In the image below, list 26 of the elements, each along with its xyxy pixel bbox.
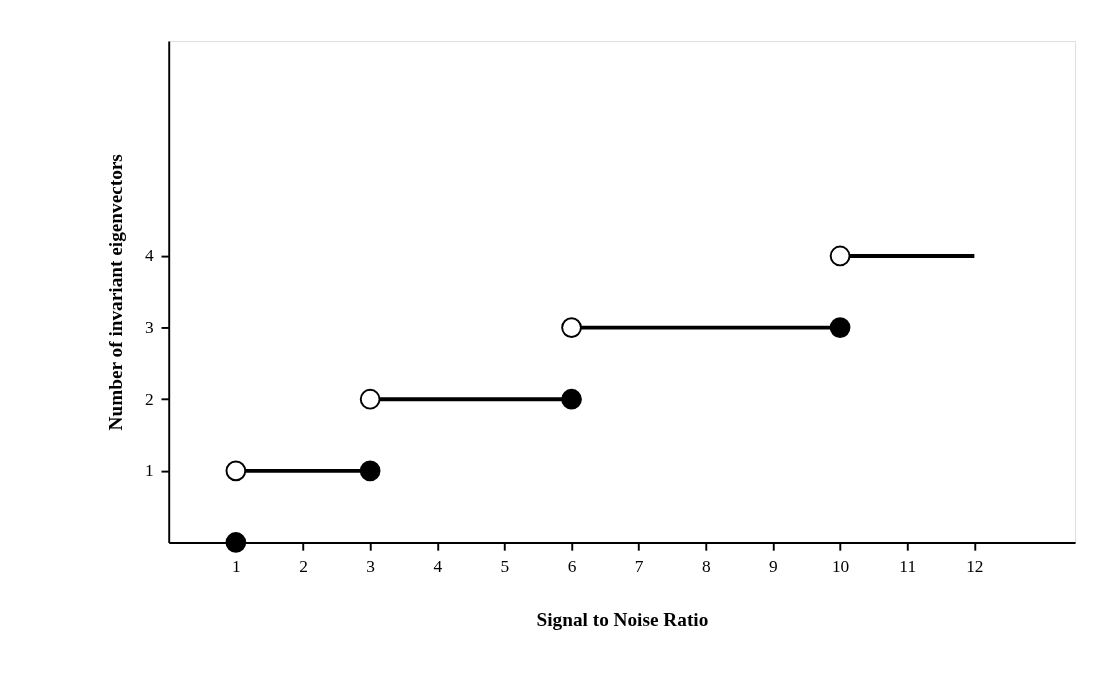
x-axis-title: Signal to Noise Ratio xyxy=(536,608,709,630)
point xyxy=(561,317,582,338)
x-tick-label: 6 xyxy=(567,556,577,576)
x-tick-label: 10 xyxy=(831,556,850,576)
x-tick-label: 8 xyxy=(701,556,711,576)
x-tick-label: 4 xyxy=(433,556,443,576)
x-tick-label: 1 xyxy=(232,556,241,576)
x-tick-label: 7 xyxy=(634,556,644,576)
x-tick-label: 12 xyxy=(966,556,984,576)
x-tick-label: 2 xyxy=(299,556,308,576)
x-tick-label: 3 xyxy=(366,556,375,576)
point xyxy=(359,388,381,410)
y-tick-label: 3 xyxy=(145,317,154,337)
y-axis-title: Number of invariant eigenvectors xyxy=(104,153,126,431)
point xyxy=(359,460,381,482)
x-tick-label: 9 xyxy=(769,556,778,576)
y-tick-label: 4 xyxy=(145,246,155,266)
point xyxy=(561,388,582,410)
point xyxy=(829,317,851,338)
y-tick-label: 1 xyxy=(145,461,154,481)
x-tick-label: 11 xyxy=(899,556,917,576)
x-tick-label: 5 xyxy=(500,556,510,576)
point xyxy=(829,245,851,267)
point xyxy=(225,532,247,553)
point xyxy=(225,460,247,482)
y-tick-label: 2 xyxy=(145,389,154,409)
